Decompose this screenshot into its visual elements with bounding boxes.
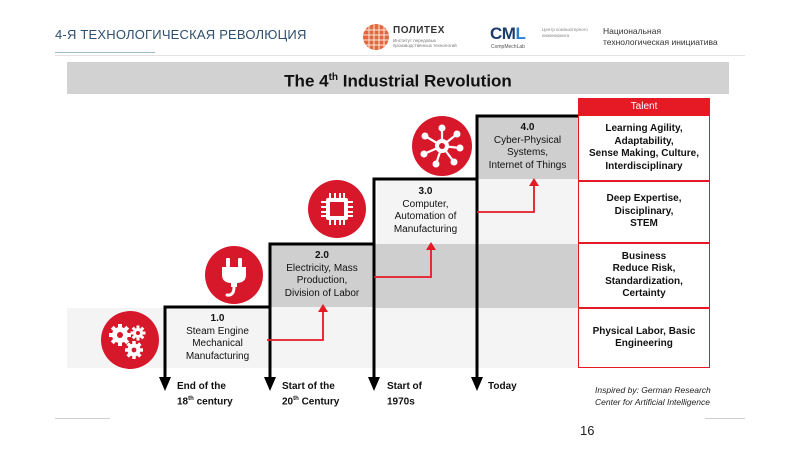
credit-note: Inspired by: German Research Center for …: [595, 385, 711, 407]
cml-tag: CompMechLab: [491, 44, 525, 50]
stage-3-number: 3.0: [418, 186, 433, 197]
footer-rule-left: [55, 418, 110, 419]
stage-1-box: 1.0 Steam Engine Mechanical Manufacturin…: [185, 313, 250, 362]
red-connector-3: [477, 184, 535, 213]
arrowhead-4: [471, 377, 483, 391]
politeh-logo: ПОЛИТЕХ Институт передовых производствен…: [363, 24, 473, 52]
timeline-label-2: Start of the 20th Century: [282, 381, 340, 408]
figure-title: The 4th Industrial Revolution: [284, 71, 512, 91]
arrowhead-2: [264, 377, 276, 391]
red-arrowhead-1: [318, 304, 328, 312]
gears-icon: [101, 311, 159, 369]
red-connector-2: [374, 248, 432, 278]
plug-icon: [205, 246, 263, 304]
cml-subtitle: Центр компьютерного инжиниринга: [542, 27, 588, 38]
timeline-label-4: Today: [488, 381, 517, 392]
stage-3-box: 3.0 Computer, Automation of Manufacturin…: [393, 186, 458, 235]
talent-header: Talent: [578, 98, 710, 115]
step-fill-2: [270, 244, 374, 307]
red-arrowhead-2: [426, 242, 436, 250]
figure-title-bar: [67, 62, 729, 94]
header-divider: [55, 55, 745, 56]
nti-logo-text: Национальная технологическая инициатива: [603, 26, 718, 47]
arrowhead-1: [159, 377, 171, 391]
staircase-diagram: [67, 114, 578, 391]
stage-4-box: 4.0 Cyber-Physical Systems, Internet of …: [488, 122, 567, 171]
timeline-label-1: End of the 18th century: [177, 381, 233, 408]
industrial-revolution-figure: The 4th Industrial Revolution: [67, 62, 729, 411]
talent-box-2: Business Reduce Risk, Standardization, C…: [578, 243, 710, 308]
page-number: 16: [580, 423, 595, 438]
slide-title: 4-Я ТЕХНОЛОГИЧЕСКАЯ РЕВОЛЮЦИЯ: [55, 27, 307, 42]
chip-icon: [308, 180, 366, 238]
title-underline: [55, 52, 155, 53]
talent-box-1: Physical Labor, Basic Engineering: [578, 308, 710, 368]
politeh-name: ПОЛИТЕХ: [393, 25, 445, 36]
network-icon: [412, 116, 472, 176]
footer-rule-right: [705, 418, 745, 419]
red-connector-1: [267, 310, 324, 341]
talent-box-4: Learning Agility, Adaptability, Sense Ma…: [578, 115, 710, 181]
cml-logo: CML Центр компьютерного инжиниринга Comp…: [490, 24, 590, 52]
talent-box-3: Deep Expertise, Disciplinary, STEM: [578, 181, 710, 243]
cml-name: CML: [490, 24, 526, 43]
stage-4-number: 4.0: [520, 122, 535, 133]
red-arrowhead-3: [529, 178, 539, 186]
timeline-label-3: Start of 1970s: [387, 381, 422, 408]
politeh-logo-icon: [363, 24, 389, 50]
politeh-subtitle: Институт передовых производственных техн…: [393, 38, 457, 48]
stage-2-number: 2.0: [315, 250, 329, 261]
stage-1-number: 1.0: [210, 313, 225, 324]
step-fill-4: [477, 116, 578, 179]
arrowhead-3: [368, 377, 380, 391]
stage-2-box: 2.0 Electricity, Mass Production, Divisi…: [284, 250, 360, 299]
